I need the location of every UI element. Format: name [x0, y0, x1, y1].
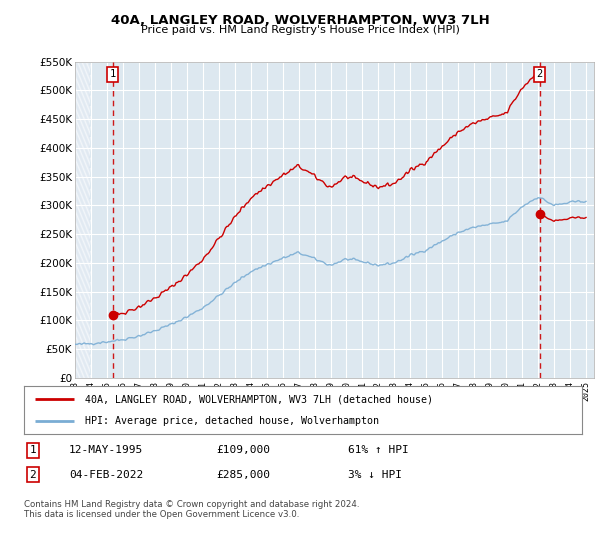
Text: HPI: Average price, detached house, Wolverhampton: HPI: Average price, detached house, Wolv…	[85, 416, 379, 426]
Text: 61% ↑ HPI: 61% ↑ HPI	[348, 445, 409, 455]
Text: £109,000: £109,000	[216, 445, 270, 455]
Text: 2: 2	[29, 470, 37, 480]
Bar	[75, 62, 90, 378]
Text: 3% ↓ HPI: 3% ↓ HPI	[348, 470, 402, 480]
Text: Contains HM Land Registry data © Crown copyright and database right 2024.
This d: Contains HM Land Registry data © Crown c…	[24, 500, 359, 519]
Text: 1: 1	[110, 69, 116, 80]
Text: 40A, LANGLEY ROAD, WOLVERHAMPTON, WV3 7LH: 40A, LANGLEY ROAD, WOLVERHAMPTON, WV3 7L…	[110, 14, 490, 27]
Text: Price paid vs. HM Land Registry's House Price Index (HPI): Price paid vs. HM Land Registry's House …	[140, 25, 460, 35]
Text: 1: 1	[29, 445, 37, 455]
Text: 40A, LANGLEY ROAD, WOLVERHAMPTON, WV3 7LH (detached house): 40A, LANGLEY ROAD, WOLVERHAMPTON, WV3 7L…	[85, 394, 433, 404]
Text: £285,000: £285,000	[216, 470, 270, 480]
Text: 12-MAY-1995: 12-MAY-1995	[69, 445, 143, 455]
Text: 04-FEB-2022: 04-FEB-2022	[69, 470, 143, 480]
Text: 2: 2	[536, 69, 542, 80]
